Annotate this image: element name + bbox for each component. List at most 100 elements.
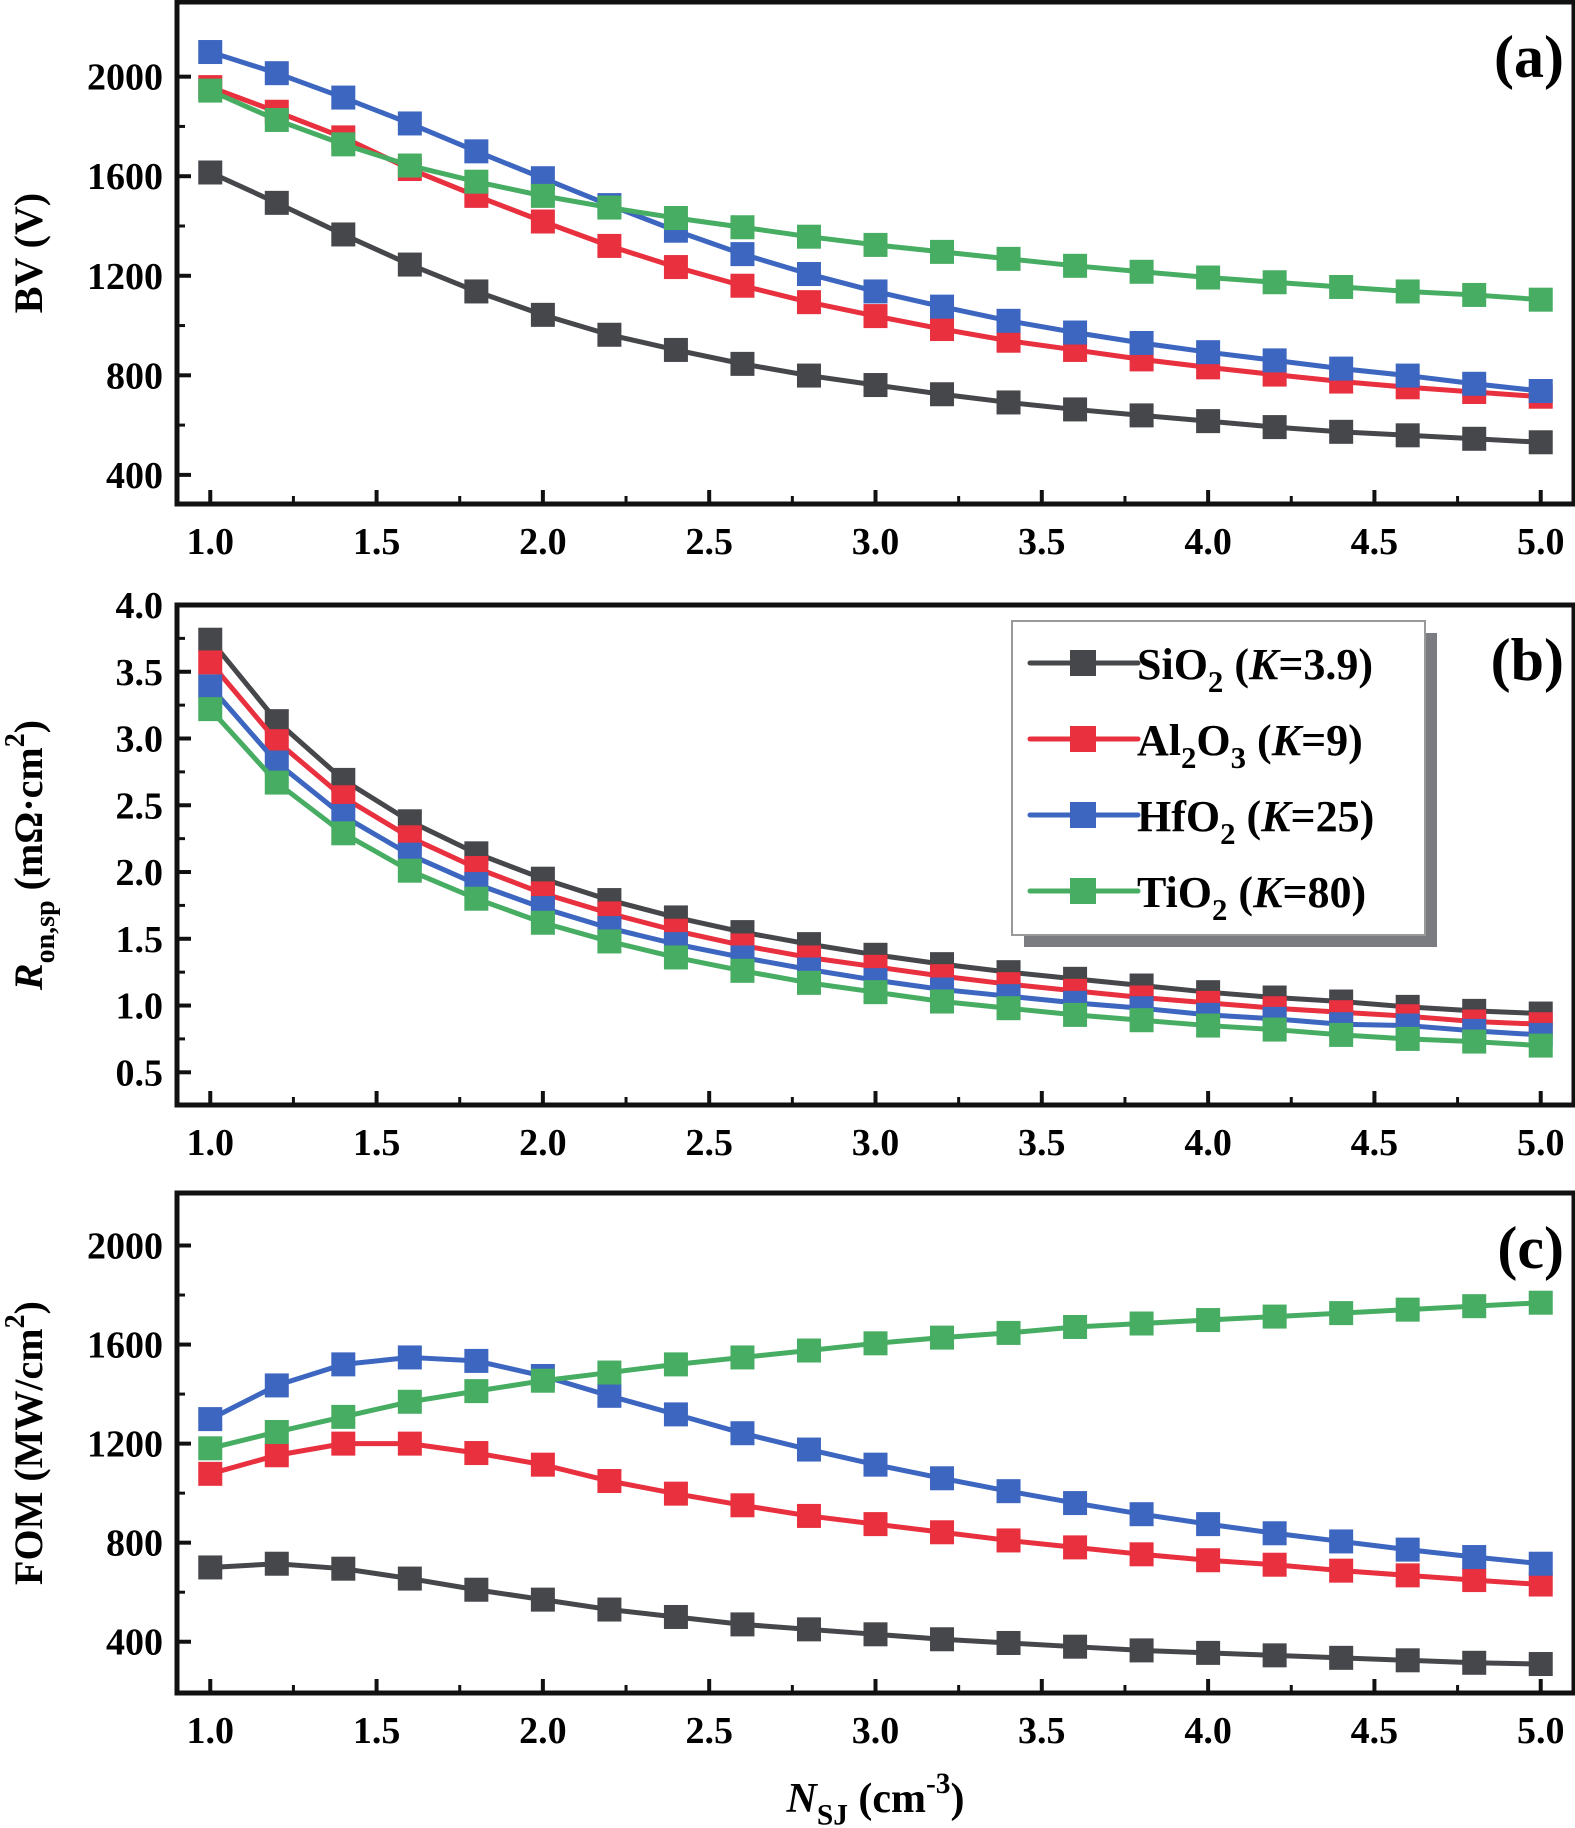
label-part: HfO [1137, 792, 1220, 841]
data-point-HfO2 [663, 1402, 688, 1427]
data-point-SiO2 [996, 1630, 1021, 1655]
data-point-HfO2 [198, 674, 223, 699]
x-tick-label: 1.0 [187, 1122, 235, 1164]
data-point-TiO2 [930, 239, 955, 264]
data-point-TiO2 [930, 1325, 955, 1350]
data-point-TiO2 [663, 945, 688, 970]
label-part: -3 [926, 1768, 950, 1800]
y-tick-label: 3.5 [116, 652, 164, 694]
x-tick-label: 4.0 [1184, 1710, 1232, 1752]
data-point-TiO2 [1063, 1314, 1088, 1339]
data-point-TiO2 [597, 195, 622, 220]
data-point-TiO2 [597, 929, 622, 954]
data-point-TiO2 [996, 1320, 1021, 1345]
data-point-HfO2 [1462, 371, 1487, 396]
data-point-TiO2 [530, 1368, 555, 1393]
label-part: BV (V) [6, 193, 51, 313]
data-point-SiO2 [597, 322, 622, 347]
label-part: ( [1223, 640, 1249, 689]
label-part: R [6, 963, 51, 991]
data-point-TiO2 [198, 78, 223, 103]
data-point-TiO2 [530, 910, 555, 935]
data-point-TiO2 [1462, 1029, 1487, 1054]
legend-marker [1070, 650, 1096, 676]
data-point-SiO2 [464, 279, 489, 304]
data-point-TiO2 [1063, 253, 1088, 278]
legend-label: Al2O3 (K=9) [1137, 716, 1363, 775]
x-tick-label: 2.5 [685, 1122, 733, 1164]
legend-marker [1070, 802, 1096, 828]
data-point-HfO2 [796, 262, 821, 287]
legend-entry-Al2O3: Al2O3 (K=9) [1027, 716, 1363, 775]
x-tick-label: 2.5 [685, 521, 733, 563]
label-part: =80) [1282, 868, 1366, 917]
data-point-SiO2 [1329, 419, 1354, 444]
data-point-TiO2 [1528, 1033, 1553, 1058]
data-point-Al2O3 [663, 1481, 688, 1506]
data-point-Al2O3 [1129, 1542, 1154, 1567]
data-point-SiO2 [464, 1577, 489, 1602]
label-part: TiO [1137, 868, 1212, 917]
x-tick-label: 5.0 [1517, 1122, 1565, 1164]
x-tick-label: 4.5 [1351, 521, 1399, 563]
series-HfO2 [198, 40, 1553, 404]
data-point-HfO2 [331, 1352, 356, 1377]
y-tick-label: 800 [106, 355, 163, 397]
data-point-HfO2 [996, 308, 1021, 333]
data-point-Al2O3 [331, 1431, 356, 1456]
data-point-HfO2 [264, 61, 289, 86]
x-tick-label: 5.0 [1517, 521, 1565, 563]
label-part: 2 [1181, 741, 1196, 775]
data-point-TiO2 [930, 989, 955, 1014]
data-point-Al2O3 [1262, 1552, 1287, 1577]
x-tick-label: 2.0 [519, 1122, 567, 1164]
data-point-TiO2 [730, 958, 755, 983]
data-point-TiO2 [464, 886, 489, 911]
x-tick-label: 3.5 [1018, 521, 1066, 563]
x-axis-label: NSJ (cm-3) [786, 1768, 965, 1828]
x-tick-label: 1.5 [353, 1122, 401, 1164]
label-part: SiO [1137, 640, 1208, 689]
series-SiO2 [198, 1551, 1553, 1677]
data-point-TiO2 [1129, 259, 1154, 284]
data-point-TiO2 [1262, 1017, 1287, 1042]
label-part: K [1271, 716, 1304, 765]
data-point-TiO2 [397, 858, 422, 883]
data-point-Al2O3 [597, 233, 622, 258]
data-point-SiO2 [331, 1556, 356, 1581]
y-tick-label: 0.5 [116, 1052, 164, 1094]
legend-label: HfO2 (K=25) [1137, 792, 1374, 851]
y-tick-label: 1.0 [116, 986, 164, 1028]
data-point-HfO2 [930, 294, 955, 319]
data-point-Al2O3 [796, 1503, 821, 1528]
label-part: K [1260, 792, 1293, 841]
data-point-SiO2 [1063, 1634, 1088, 1659]
data-point-SiO2 [1262, 1643, 1287, 1668]
x-tick-label: 4.0 [1184, 521, 1232, 563]
series-Al2O3 [198, 1431, 1553, 1597]
data-point-SiO2 [730, 351, 755, 376]
x-tick-label: 4.0 [1184, 1122, 1232, 1164]
data-point-Al2O3 [930, 1520, 955, 1545]
x-tick-label: 4.5 [1351, 1710, 1399, 1752]
data-point-HfO2 [730, 242, 755, 267]
data-point-TiO2 [1129, 1008, 1154, 1033]
data-point-HfO2 [730, 1421, 755, 1446]
data-point-TiO2 [996, 996, 1021, 1021]
label-part: 2 [1208, 665, 1223, 699]
data-point-TiO2 [264, 107, 289, 132]
data-point-Al2O3 [796, 290, 821, 315]
data-point-Al2O3 [397, 1431, 422, 1456]
label-part: ) [6, 1301, 51, 1314]
data-point-TiO2 [464, 169, 489, 194]
y-tick-label: 1600 [87, 1325, 163, 1367]
data-point-Al2O3 [198, 1461, 223, 1486]
panel-a: 1.0 1.5 2.0 2.5 3.0 3.5 4.0 4.5 5.0 400 800 1200 160… [6, 0, 1575, 563]
data-point-TiO2 [464, 1379, 489, 1404]
data-point-TiO2 [397, 1389, 422, 1414]
data-point-TiO2 [1395, 1026, 1420, 1051]
data-point-Al2O3 [597, 1469, 622, 1494]
label-part: SJ [817, 1800, 848, 1828]
data-point-HfO2 [397, 111, 422, 136]
data-point-TiO2 [1262, 270, 1287, 295]
